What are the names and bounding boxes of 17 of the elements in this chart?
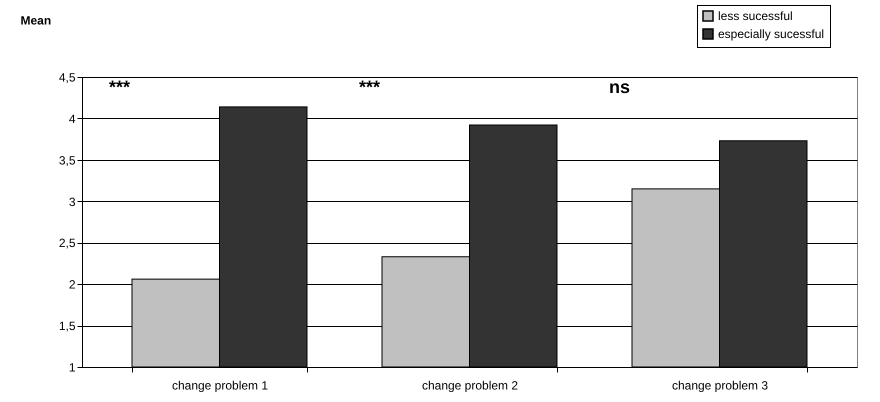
y-tick-label: 3 bbox=[68, 194, 76, 209]
x-tick-label: change problem 3 bbox=[672, 378, 768, 392]
annotation: ns bbox=[608, 77, 630, 97]
legend-label: less sucessful bbox=[718, 9, 793, 23]
annotation: *** bbox=[358, 77, 380, 97]
y-tick-label: 1,5 bbox=[58, 319, 76, 334]
y-tick-label: 4,5 bbox=[58, 70, 76, 84]
y-tick-label: 3,5 bbox=[58, 153, 76, 168]
y-tick-label: 4 bbox=[68, 112, 76, 126]
y-tick-label: 1 bbox=[68, 360, 76, 374]
x-tick-label: change problem 1 bbox=[172, 378, 268, 392]
legend-label: especially sucessful bbox=[718, 27, 824, 41]
y-tick-label: 2,5 bbox=[58, 236, 76, 250]
y-axis-title: Mean bbox=[20, 14, 52, 28]
x-tick-label: change problem 2 bbox=[422, 378, 518, 392]
annotation: *** bbox=[108, 77, 130, 97]
y-tick-label: 2 bbox=[68, 278, 76, 292]
